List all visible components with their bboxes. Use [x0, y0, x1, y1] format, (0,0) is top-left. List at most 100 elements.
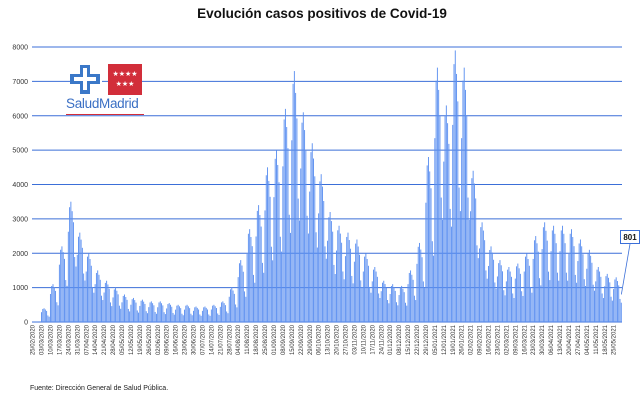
daily-bar [577, 261, 579, 322]
daily-bar [531, 292, 533, 322]
daily-bar [402, 288, 404, 322]
daily-bar [485, 270, 487, 322]
daily-bar [411, 274, 413, 322]
daily-bar [398, 295, 400, 322]
daily-bar [126, 299, 128, 322]
x-tick-label: 27/04/2021 [576, 324, 582, 355]
daily-bar [324, 246, 326, 322]
daily-bar [273, 197, 275, 322]
daily-bar [608, 277, 609, 322]
x-tick-label: 10/11/2020 [361, 324, 367, 354]
daily-bar [339, 233, 341, 322]
daily-bar [509, 271, 511, 322]
daily-bar [475, 198, 477, 322]
daily-bar [527, 259, 529, 322]
daily-bar [393, 287, 395, 322]
daily-bar [191, 315, 193, 322]
daily-bar [614, 279, 616, 322]
daily-bar [145, 311, 147, 322]
saludmadrid-logo: ★★★★ ★★★ SaludMadrid [66, 63, 144, 115]
daily-bar [503, 290, 505, 322]
daily-bar [544, 222, 546, 322]
daily-bar [43, 308, 45, 322]
daily-bar [367, 265, 369, 322]
daily-bar [408, 272, 410, 322]
daily-bar [170, 304, 171, 322]
daily-bar [435, 80, 437, 323]
x-tick-label: 02/02/2021 [469, 324, 475, 355]
daily-bar [342, 271, 344, 322]
x-tick-label: 05/01/2021 [433, 324, 439, 355]
daily-bar [596, 269, 598, 322]
daily-bar [564, 243, 566, 322]
x-tick-label: 17/11/2020 [370, 324, 376, 354]
daily-bar [606, 273, 608, 322]
daily-bar [445, 105, 447, 322]
daily-bar [60, 249, 62, 322]
daily-bar [296, 118, 298, 323]
daily-bar [519, 273, 521, 322]
source-note: Fuente: Dirección General de Salud Públi… [30, 385, 169, 392]
daily-bar [189, 308, 191, 322]
daily-bar [454, 50, 456, 322]
daily-bar [597, 267, 599, 322]
bar-series [32, 50, 622, 323]
daily-bar [595, 281, 597, 322]
daily-bar [224, 305, 226, 322]
x-tick-label: 07/04/2020 [84, 324, 90, 355]
daily-bar [104, 282, 106, 322]
daily-bar [143, 301, 145, 322]
daily-bar [613, 289, 615, 322]
daily-bar [496, 276, 498, 322]
x-tick-label: 06/04/2021 [549, 324, 555, 355]
daily-bar [316, 247, 318, 322]
daily-bar [78, 236, 80, 322]
daily-bar [602, 298, 604, 322]
daily-bar [230, 289, 231, 322]
daily-bar [259, 215, 261, 322]
daily-bar [546, 240, 548, 322]
daily-bar [470, 211, 472, 322]
daily-bar [609, 282, 611, 322]
daily-bar [528, 265, 530, 322]
daily-bar [576, 282, 578, 322]
daily-bar [127, 308, 129, 322]
daily-bar [379, 298, 381, 322]
daily-bar [277, 164, 279, 322]
daily-bar [221, 302, 223, 322]
x-tick-label: 29/12/2020 [424, 324, 430, 355]
daily-bar [453, 64, 455, 322]
daily-bar [238, 263, 240, 322]
daily-bar [150, 301, 152, 322]
x-tick-label: 30/03/2021 [540, 324, 546, 355]
x-tick-label: 28/07/2020 [227, 324, 233, 355]
daily-bar [241, 265, 243, 322]
daily-bar [422, 281, 424, 322]
daily-bar [305, 150, 307, 322]
daily-bar [99, 279, 101, 322]
x-tick-label: 09/06/2020 [165, 324, 171, 355]
daily-bar [436, 67, 438, 322]
x-tick-label: 22/12/2020 [415, 324, 421, 355]
daily-bar [314, 176, 316, 322]
daily-bar [343, 279, 345, 322]
daily-bar [318, 213, 320, 322]
daily-bar [373, 269, 375, 322]
daily-bar [147, 313, 148, 322]
daily-bar [410, 270, 412, 322]
daily-bar [508, 267, 510, 322]
daily-bar [329, 212, 331, 322]
daily-bar [64, 258, 65, 322]
daily-bar [440, 197, 442, 322]
daily-bar [210, 309, 212, 322]
daily-bar [325, 258, 327, 322]
daily-bar [269, 196, 271, 322]
daily-bar [592, 284, 594, 322]
daily-bar [272, 260, 274, 322]
daily-bar [385, 287, 387, 322]
daily-bar [542, 227, 544, 322]
x-tick-label: 20/04/2021 [567, 324, 573, 355]
x-tick-label: 18/08/2020 [254, 324, 260, 355]
daily-bar [591, 262, 593, 322]
daily-bar [90, 265, 92, 322]
